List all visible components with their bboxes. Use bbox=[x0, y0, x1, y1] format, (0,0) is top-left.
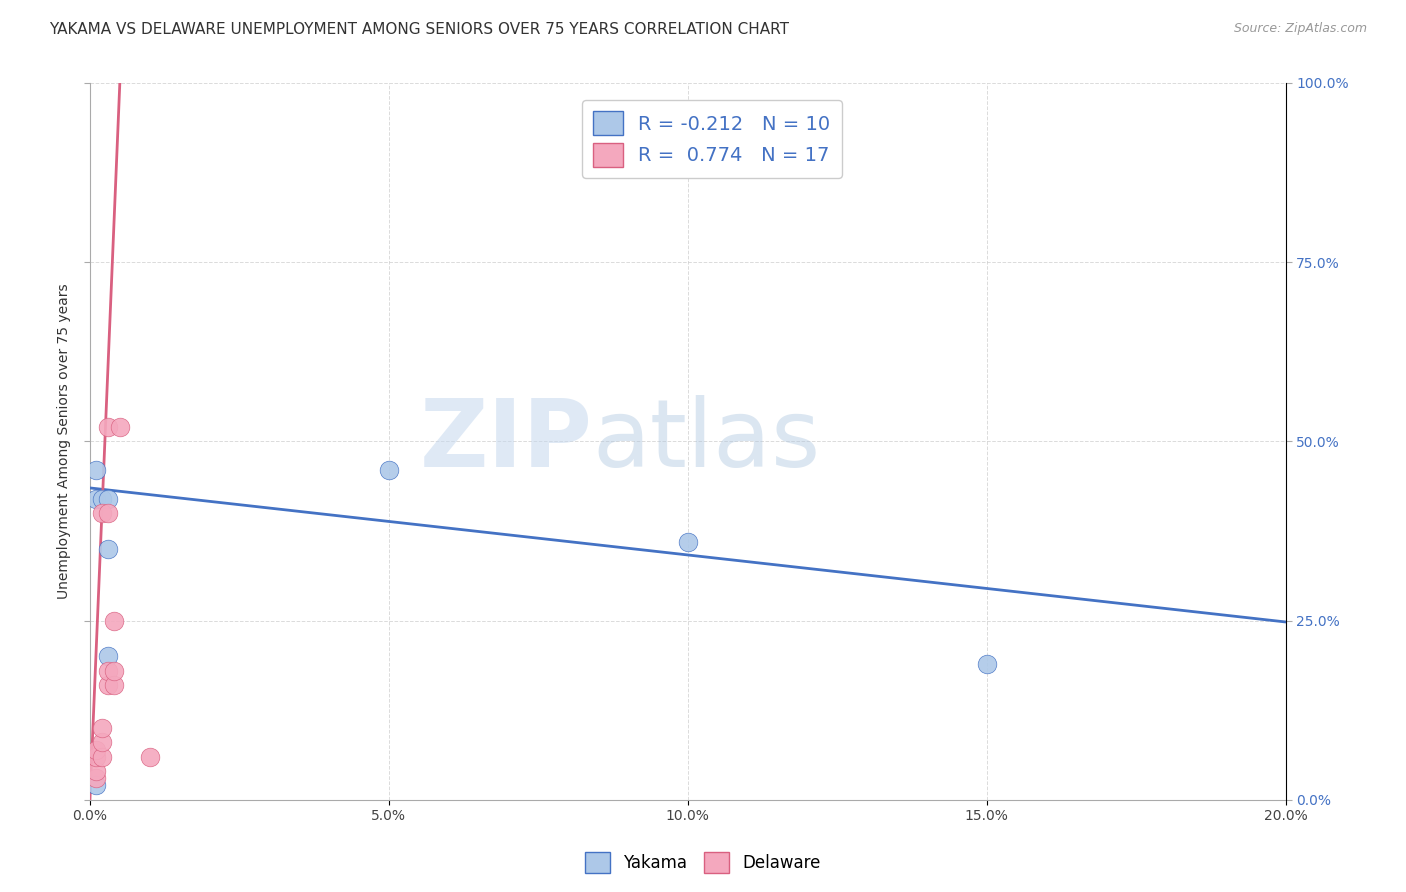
Legend: Yakama, Delaware: Yakama, Delaware bbox=[578, 846, 828, 880]
Point bbox=[676, 534, 699, 549]
Point bbox=[97, 649, 120, 664]
Legend: R = -0.212   N = 10, R =  0.774   N = 17: R = -0.212 N = 10, R = 0.774 N = 17 bbox=[582, 100, 842, 178]
Text: YAKAMA VS DELAWARE UNEMPLOYMENT AMONG SENIORS OVER 75 YEARS CORRELATION CHART: YAKAMA VS DELAWARE UNEMPLOYMENT AMONG SE… bbox=[49, 22, 789, 37]
Point bbox=[84, 771, 107, 785]
Point bbox=[97, 664, 120, 678]
Point bbox=[97, 506, 120, 520]
Point bbox=[90, 506, 112, 520]
Point bbox=[97, 678, 120, 692]
Point bbox=[976, 657, 998, 671]
Point bbox=[378, 463, 401, 477]
Point bbox=[103, 678, 125, 692]
Point bbox=[84, 764, 107, 778]
Point bbox=[84, 491, 107, 506]
Point bbox=[97, 541, 120, 556]
Point bbox=[84, 742, 107, 756]
Point bbox=[90, 749, 112, 764]
Point bbox=[84, 463, 107, 477]
Point bbox=[97, 420, 120, 434]
Point bbox=[108, 420, 131, 434]
Point bbox=[90, 721, 112, 735]
Point bbox=[103, 614, 125, 628]
Text: ZIP: ZIP bbox=[419, 395, 592, 487]
Y-axis label: Unemployment Among Seniors over 75 years: Unemployment Among Seniors over 75 years bbox=[58, 284, 72, 599]
Point bbox=[138, 749, 160, 764]
Point bbox=[90, 735, 112, 749]
Point bbox=[84, 749, 107, 764]
Point bbox=[97, 491, 120, 506]
Text: Source: ZipAtlas.com: Source: ZipAtlas.com bbox=[1233, 22, 1367, 36]
Point bbox=[90, 491, 112, 506]
Point bbox=[103, 664, 125, 678]
Point bbox=[84, 779, 107, 793]
Text: atlas: atlas bbox=[592, 395, 821, 487]
